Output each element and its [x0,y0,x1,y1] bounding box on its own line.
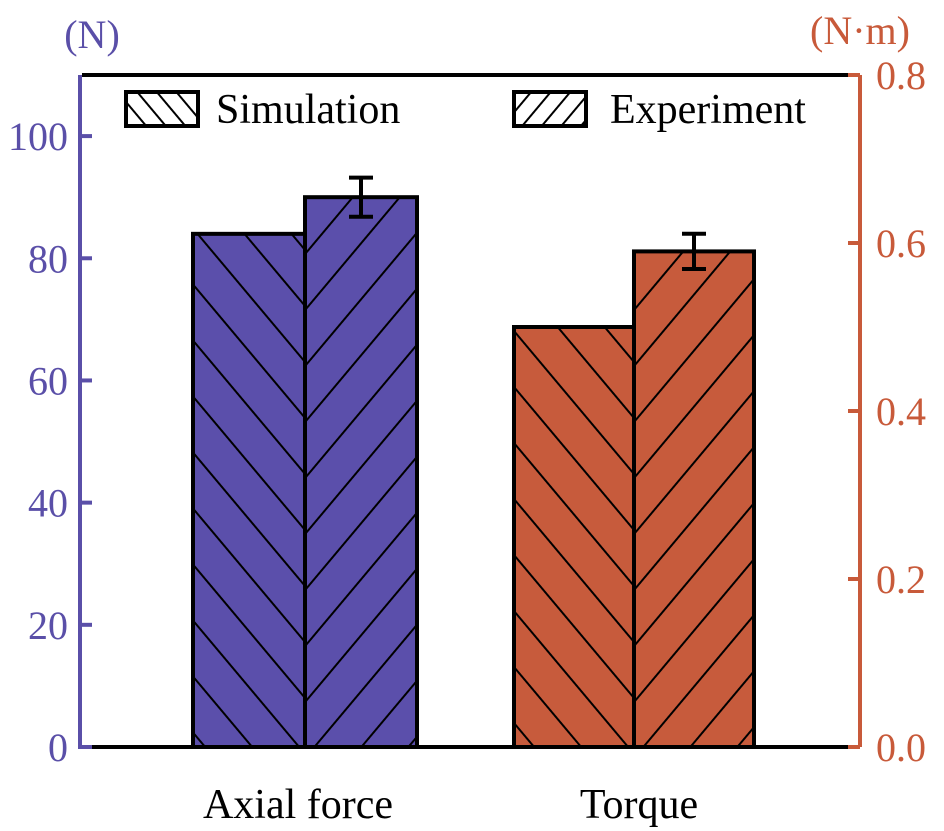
right-tick-label: 0.0 [876,725,926,770]
bar-hatch-experiment-torque [632,249,756,749]
left-tick-label: 0 [48,725,68,770]
legend-swatch-simulation [124,90,200,128]
error-bar-experiment-torque [682,231,706,272]
legend-swatch-experiment [512,90,588,128]
left-tick-label: 40 [28,481,68,526]
right-tick-label: 0.2 [876,557,926,602]
left-tick-label: 80 [28,236,68,281]
legend-label-simulation: Simulation [216,87,400,133]
bar-hatch-simulation-torque [512,325,636,749]
right-axis-unit-label: (N·m) [810,8,910,53]
bars-group [191,175,756,749]
error-bar-experiment-axial-force [349,175,373,219]
legend-label-experiment: Experiment [610,87,806,133]
right-tick-label: 0.8 [876,53,926,98]
x-tick-label-axial-force: Axial force [203,782,393,828]
x-tick-label-torque: Torque [580,782,698,828]
right-axis: 0.0 0.2 0.4 0.6 0.8 [848,53,926,770]
left-tick-label: 20 [28,603,68,648]
left-tick-label: 100 [8,114,68,159]
bar-hatch-simulation-axial-force [191,231,307,749]
right-tick-label: 0.4 [876,389,926,434]
legend: Simulation Experiment [124,87,806,133]
right-tick-label: 0.6 [876,221,926,266]
bar-hatch-experiment-axial-force [303,195,419,749]
left-axis: 0 20 40 60 80 100 [8,75,92,770]
left-tick-label: 60 [28,358,68,403]
left-axis-unit-label: (N) [64,12,120,57]
